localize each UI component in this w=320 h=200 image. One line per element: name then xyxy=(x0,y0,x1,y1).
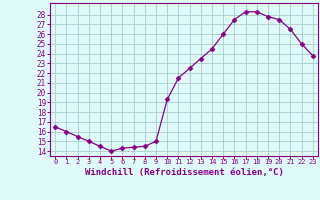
X-axis label: Windchill (Refroidissement éolien,°C): Windchill (Refroidissement éolien,°C) xyxy=(84,168,284,177)
